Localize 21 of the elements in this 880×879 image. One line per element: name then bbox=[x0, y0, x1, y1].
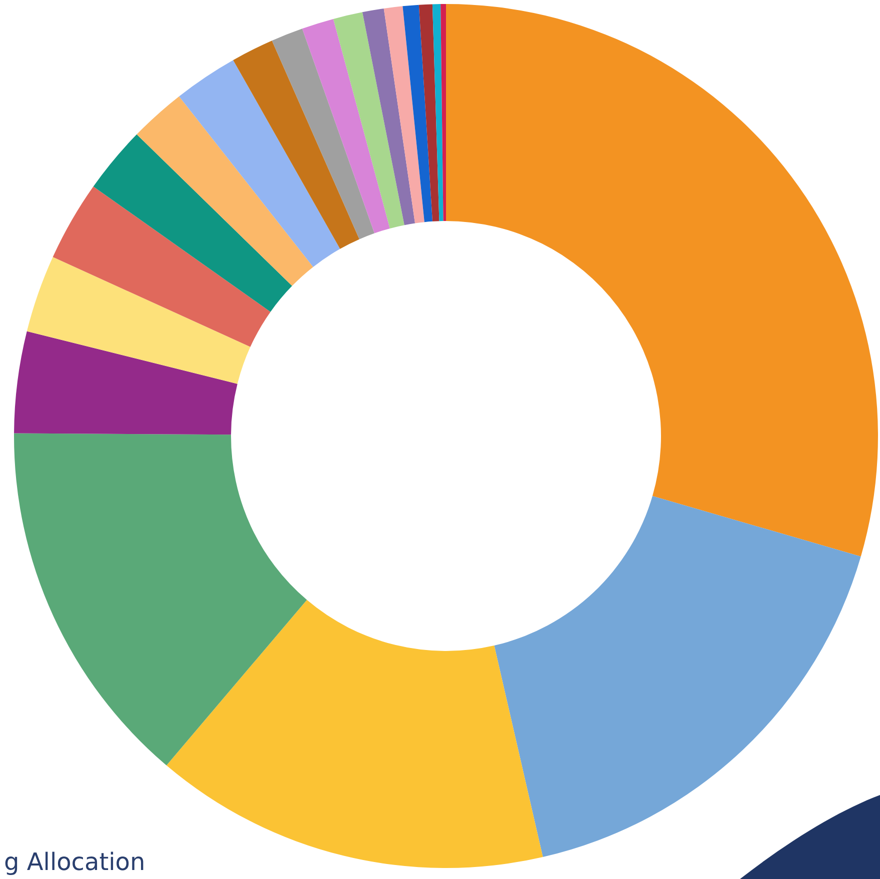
donut-slice bbox=[26, 256, 250, 384]
donut-slice bbox=[166, 600, 543, 868]
donut-slice bbox=[446, 4, 878, 557]
donut-slice bbox=[402, 4, 432, 222]
donut-slice bbox=[272, 28, 374, 240]
donut-slice bbox=[136, 96, 314, 286]
donut-slice bbox=[440, 4, 446, 222]
donut-slice bbox=[93, 134, 292, 312]
donut-slice bbox=[302, 18, 390, 234]
donut-slice bbox=[494, 496, 861, 857]
donut-slice bbox=[333, 12, 404, 228]
donut-slice bbox=[362, 8, 416, 226]
donut-slice bbox=[179, 60, 340, 267]
donut-slice bbox=[384, 6, 424, 224]
donut-slice bbox=[14, 331, 238, 435]
donut-slice bbox=[14, 433, 307, 766]
donut-slice bbox=[432, 4, 444, 222]
donut-slice bbox=[233, 40, 360, 249]
donut-slice bbox=[52, 186, 270, 347]
text: g Allocation bbox=[4, 848, 146, 876]
donut-slice bbox=[418, 4, 440, 222]
